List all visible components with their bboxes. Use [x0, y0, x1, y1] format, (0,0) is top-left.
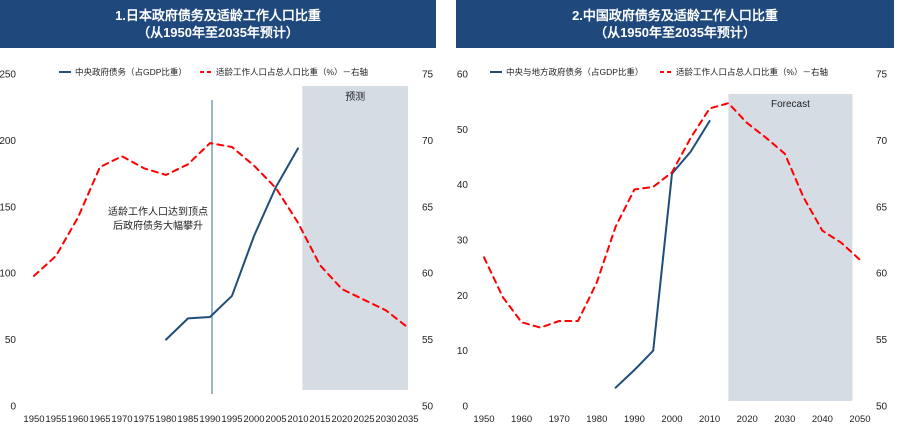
- x-tick-label: 2010: [287, 414, 308, 425]
- y-right-tick-label: 75: [422, 70, 434, 81]
- x-tick-label: 2025: [353, 414, 374, 425]
- legend-label-working-age: 适龄工作人口占总人口比重（%）－右轴: [216, 67, 368, 77]
- x-tick-label: 2005: [265, 414, 286, 425]
- x-tick-label: 2035: [397, 414, 418, 425]
- forecast-label: 预测: [345, 90, 365, 103]
- x-tick-label: 2020: [331, 414, 352, 425]
- y-right-tick-label: 65: [422, 202, 434, 213]
- x-tick-label: 1975: [133, 414, 154, 425]
- y-left-tick-label: 10: [457, 346, 469, 357]
- chart-title-bar: 1.日本政府债务及适龄工作人口比重 （从1950年至2035年预计）: [0, 0, 436, 48]
- y-right-tick-label: 50: [422, 402, 434, 413]
- x-tick-label: 2000: [243, 414, 264, 425]
- x-tick-label: 1980: [586, 414, 607, 425]
- y-left-tick-label: 60: [457, 70, 469, 81]
- x-tick-label: 1965: [89, 414, 110, 425]
- legend-label-debt: 中央政府债务（占GDP比重）: [75, 67, 187, 77]
- y-left-tick-label: 100: [0, 269, 16, 280]
- chart-panel-china: 2.中国政府债务及适龄工作人口比重 （从1950年至2035年预计） Forec…: [454, 0, 900, 434]
- x-tick-label: 1990: [199, 414, 220, 425]
- x-tick-label: 1985: [177, 414, 198, 425]
- debt-series-line: [165, 147, 299, 341]
- chart-subtitle: （从1950年至2035年预计）: [137, 25, 299, 40]
- y-right-tick-label: 55: [422, 335, 434, 346]
- y-left-tick-label: 150: [0, 202, 16, 213]
- working-age-series-line: [483, 102, 861, 329]
- legend-label-debt: 中央与地方政府债务（占GDP比重）: [506, 67, 643, 77]
- y-left-tick-label: 50: [457, 125, 469, 136]
- working-age-series-line: [33, 142, 409, 329]
- y-right-tick-label: 70: [876, 136, 888, 147]
- x-tick-label: 1995: [221, 414, 242, 425]
- x-tick-label: 2015: [309, 414, 330, 425]
- y-left-tick-label: 40: [457, 180, 469, 191]
- chart-panel-japan: 1.日本政府债务及适龄工作人口比重 （从1950年至2035年预计） 预测 0 50…: [0, 0, 446, 434]
- x-tick-label: 1950: [473, 414, 494, 425]
- y-left-tick-label: 0: [462, 402, 468, 413]
- x-tick-label: 1960: [511, 414, 532, 425]
- x-tick-label: 2040: [812, 414, 833, 425]
- x-tick-label: 2020: [737, 414, 758, 425]
- debt-series-line: [614, 120, 711, 389]
- x-tick-label: 1970: [549, 414, 570, 425]
- chart-title: 1.日本政府债务及适龄工作人口比重: [115, 8, 321, 23]
- chart-title: 2.中国政府债务及适龄工作人口比重: [572, 8, 778, 23]
- y-right-tick-label: 55: [876, 335, 888, 346]
- y-right-tick-label: 75: [876, 70, 888, 81]
- forecast-region: [728, 94, 853, 401]
- x-tick-label: 2030: [375, 414, 396, 425]
- y-left-tick-label: 200: [0, 136, 16, 147]
- x-tick-label: 1990: [624, 414, 645, 425]
- x-tick-label: 1970: [111, 414, 132, 425]
- y-left-tick-label: 30: [457, 236, 469, 247]
- x-tick-label: 2000: [661, 414, 682, 425]
- forecast-label: Forecast: [771, 99, 810, 110]
- chart-title-bar: 2.中国政府债务及适龄工作人口比重 （从1950年至2035年预计）: [456, 0, 894, 48]
- chart-subtitle: （从1950年至2035年预计）: [594, 25, 756, 40]
- x-tick-label: 1955: [45, 414, 66, 425]
- forecast-region: [302, 86, 408, 390]
- annotation-line1: 适龄工作人口达到顶点: [108, 205, 208, 218]
- y-right-tick-label: 60: [422, 269, 434, 280]
- y-left-tick-label: 0: [10, 402, 16, 413]
- y-left-tick-label: 250: [0, 70, 16, 81]
- annotation-line2: 后政府债务大幅攀升: [113, 219, 203, 232]
- x-tick-label: 2030: [774, 414, 795, 425]
- y-left-tick-label: 50: [5, 335, 17, 346]
- y-right-tick-label: 60: [876, 269, 888, 280]
- x-tick-label: 1960: [67, 414, 88, 425]
- y-left-tick-label: 20: [457, 291, 469, 302]
- legend-label-working-age: 适龄工作人口占总人口比重（%）－右轴: [676, 67, 828, 77]
- x-tick-label: 2050: [849, 414, 870, 425]
- y-right-tick-label: 65: [876, 202, 888, 213]
- y-right-tick-label: 50: [876, 402, 888, 413]
- x-tick-label: 1950: [23, 414, 44, 425]
- x-tick-label: 2010: [699, 414, 720, 425]
- y-right-tick-label: 70: [422, 136, 434, 147]
- x-tick-label: 1980: [155, 414, 176, 425]
